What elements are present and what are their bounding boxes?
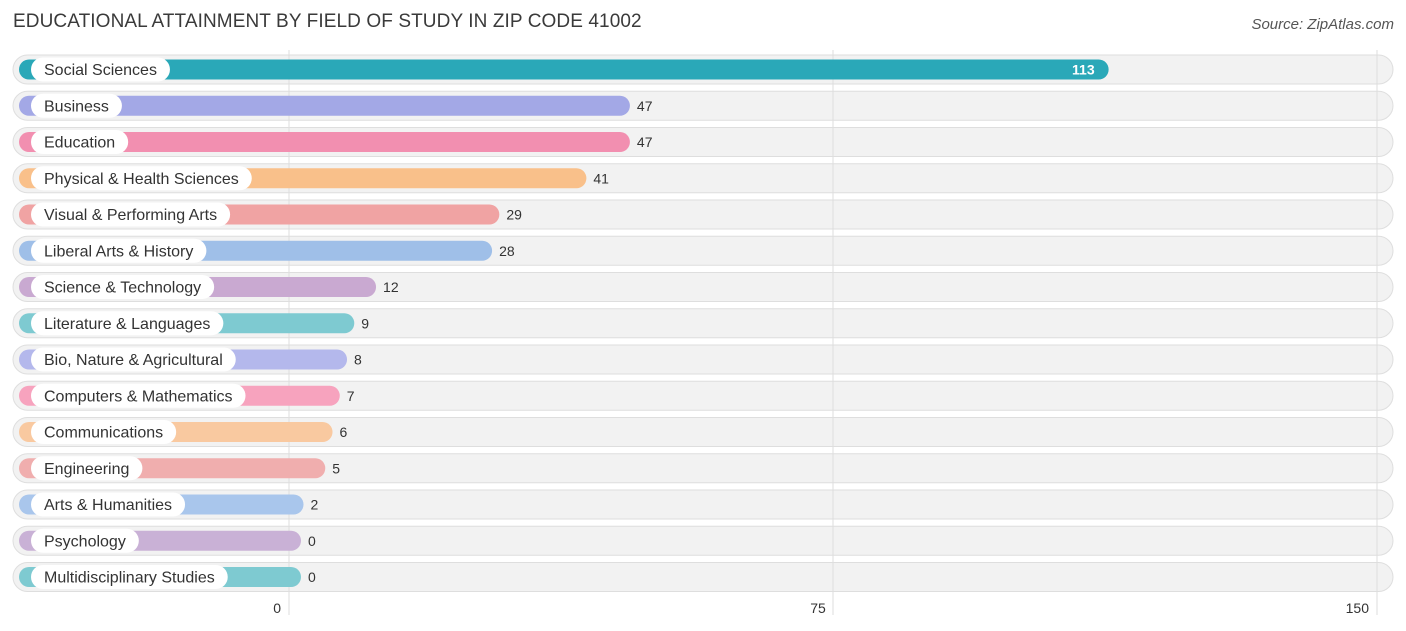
- row-background: [12, 489, 1394, 520]
- value-label: 47: [637, 134, 653, 150]
- category-label-pill: [31, 311, 224, 336]
- category-label: Engineering: [44, 461, 129, 478]
- chart-title: EDUCATIONAL ATTAINMENT BY FIELD OF STUDY…: [13, 11, 642, 32]
- value-label: 0: [308, 569, 316, 585]
- category-label-pill: [31, 492, 186, 517]
- x-tick-label: 150: [1346, 600, 1370, 616]
- value-label: 41: [593, 170, 609, 186]
- category-label: Physical & Health Sciences: [44, 171, 239, 188]
- x-tick-label: 75: [810, 600, 826, 616]
- category-label: Psychology: [44, 533, 126, 550]
- bar: [19, 132, 630, 152]
- category-label: Liberal Arts & History: [44, 243, 193, 260]
- value-label: 113: [1072, 62, 1095, 78]
- value-label: 28: [499, 243, 515, 259]
- row-background: [12, 308, 1394, 339]
- category-label-pill: [31, 347, 236, 372]
- category-label-pill: [31, 383, 246, 408]
- value-label: 8: [354, 352, 362, 368]
- value-label: 47: [637, 98, 653, 114]
- category-label: Education: [44, 135, 115, 152]
- bar: [19, 95, 630, 116]
- category-label-pill: [31, 93, 122, 118]
- category-label: Literature & Languages: [44, 316, 210, 333]
- source-label: Source: ZipAtlas.com: [1251, 16, 1394, 33]
- x-tick-label: 0: [273, 600, 281, 616]
- category-label: Arts & Humanities: [44, 497, 172, 514]
- category-label: Bio, Nature & Agricultural: [44, 352, 223, 369]
- category-label: Social Sciences: [44, 62, 157, 79]
- category-label: Science & Technology: [44, 280, 201, 297]
- category-label-pill: [31, 456, 143, 481]
- category-label: Communications: [44, 425, 163, 442]
- category-label: Multidisciplinary Studies: [44, 570, 215, 587]
- category-label-pill: [31, 202, 231, 227]
- category-label-pill: [31, 130, 129, 154]
- row-background: [12, 525, 1394, 556]
- category-label-pill: [31, 565, 228, 589]
- value-label: 0: [308, 533, 316, 549]
- category-label-pill: [31, 275, 215, 299]
- value-label: 9: [361, 315, 369, 331]
- value-label: 7: [347, 388, 355, 404]
- bar: [19, 59, 1109, 80]
- row-background: [12, 344, 1394, 375]
- value-label: 12: [383, 279, 399, 295]
- category-label: Business: [44, 98, 109, 115]
- category-label-pill: [31, 528, 139, 553]
- category-label: Computers & Mathematics: [44, 388, 233, 405]
- row-background: [12, 562, 1394, 592]
- category-label-pill: [31, 238, 207, 263]
- value-label: 2: [311, 497, 319, 513]
- row-background: [12, 380, 1394, 411]
- value-label: 29: [506, 207, 522, 223]
- row-background: [12, 453, 1394, 484]
- value-label: 5: [332, 460, 340, 476]
- category-label: Visual & Performing Arts: [44, 207, 217, 224]
- category-label-pill: [31, 420, 177, 444]
- category-label-pill: [31, 166, 252, 191]
- category-label-pill: [31, 57, 170, 82]
- value-label: 6: [340, 424, 348, 440]
- row-background: [12, 417, 1394, 447]
